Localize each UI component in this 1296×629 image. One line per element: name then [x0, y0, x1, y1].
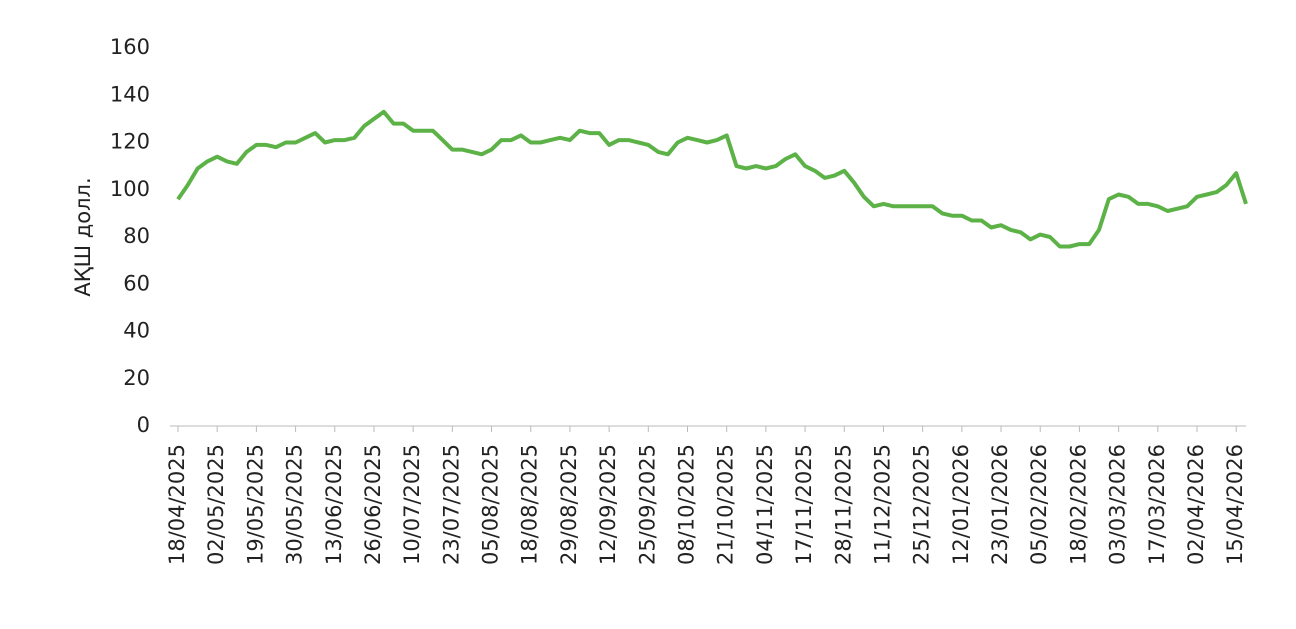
x-tick-label: 25/09/2025 — [635, 444, 659, 565]
x-tick-label: 12/01/2026 — [949, 444, 973, 565]
y-tick-label: 80 — [123, 224, 150, 248]
x-tick-label: 28/11/2025 — [831, 444, 855, 565]
y-tick-label: 160 — [110, 35, 150, 59]
x-tick-label: 29/08/2025 — [557, 444, 581, 565]
x-tick-label: 08/10/2025 — [675, 444, 699, 565]
x-tick-label: 19/05/2025 — [243, 444, 267, 565]
x-tick-label: 23/07/2025 — [439, 444, 463, 565]
x-tick-label: 11/12/2025 — [870, 444, 894, 565]
y-tick-label: 120 — [110, 130, 150, 154]
x-tick-label: 13/06/2025 — [322, 444, 346, 565]
y-tick-label: 20 — [123, 366, 150, 390]
x-tick-label: 30/05/2025 — [283, 444, 307, 565]
x-tick-label: 05/02/2026 — [1027, 444, 1051, 565]
x-tick-label: 21/10/2025 — [714, 444, 738, 565]
x-tick-label: 23/01/2026 — [988, 444, 1012, 565]
data-line — [176, 109, 1248, 249]
x-tick-label: 02/05/2025 — [204, 444, 228, 565]
x-tick-label: 05/08/2025 — [479, 444, 503, 565]
y-tick-label: 60 — [123, 271, 150, 295]
x-tick-label: 03/03/2026 — [1106, 444, 1130, 565]
y-tick-label: 100 — [110, 177, 150, 201]
x-tick-label: 17/11/2025 — [792, 444, 816, 565]
x-tick-label: 18/02/2026 — [1066, 444, 1090, 565]
y-tick-label: 0 — [137, 413, 150, 437]
x-tick-label: 18/04/2025 — [165, 444, 189, 565]
x-tick-label: 17/03/2026 — [1145, 444, 1169, 565]
x-tick-label: 25/12/2025 — [910, 444, 934, 565]
y-tick-label: 140 — [110, 82, 150, 106]
x-tick-label: 04/11/2025 — [753, 444, 777, 565]
x-tick-label: 02/04/2026 — [1184, 444, 1208, 565]
x-tick-label: 26/06/2025 — [361, 444, 385, 565]
y-tick-label: 40 — [123, 319, 150, 343]
x-tick-label: 12/09/2025 — [596, 444, 620, 565]
y-axis-label: АҚШ долл. — [71, 177, 95, 296]
x-tick-label: 18/08/2025 — [518, 444, 542, 565]
x-tick-label: 10/07/2025 — [400, 444, 424, 565]
x-tick-label: 15/04/2026 — [1223, 444, 1247, 565]
